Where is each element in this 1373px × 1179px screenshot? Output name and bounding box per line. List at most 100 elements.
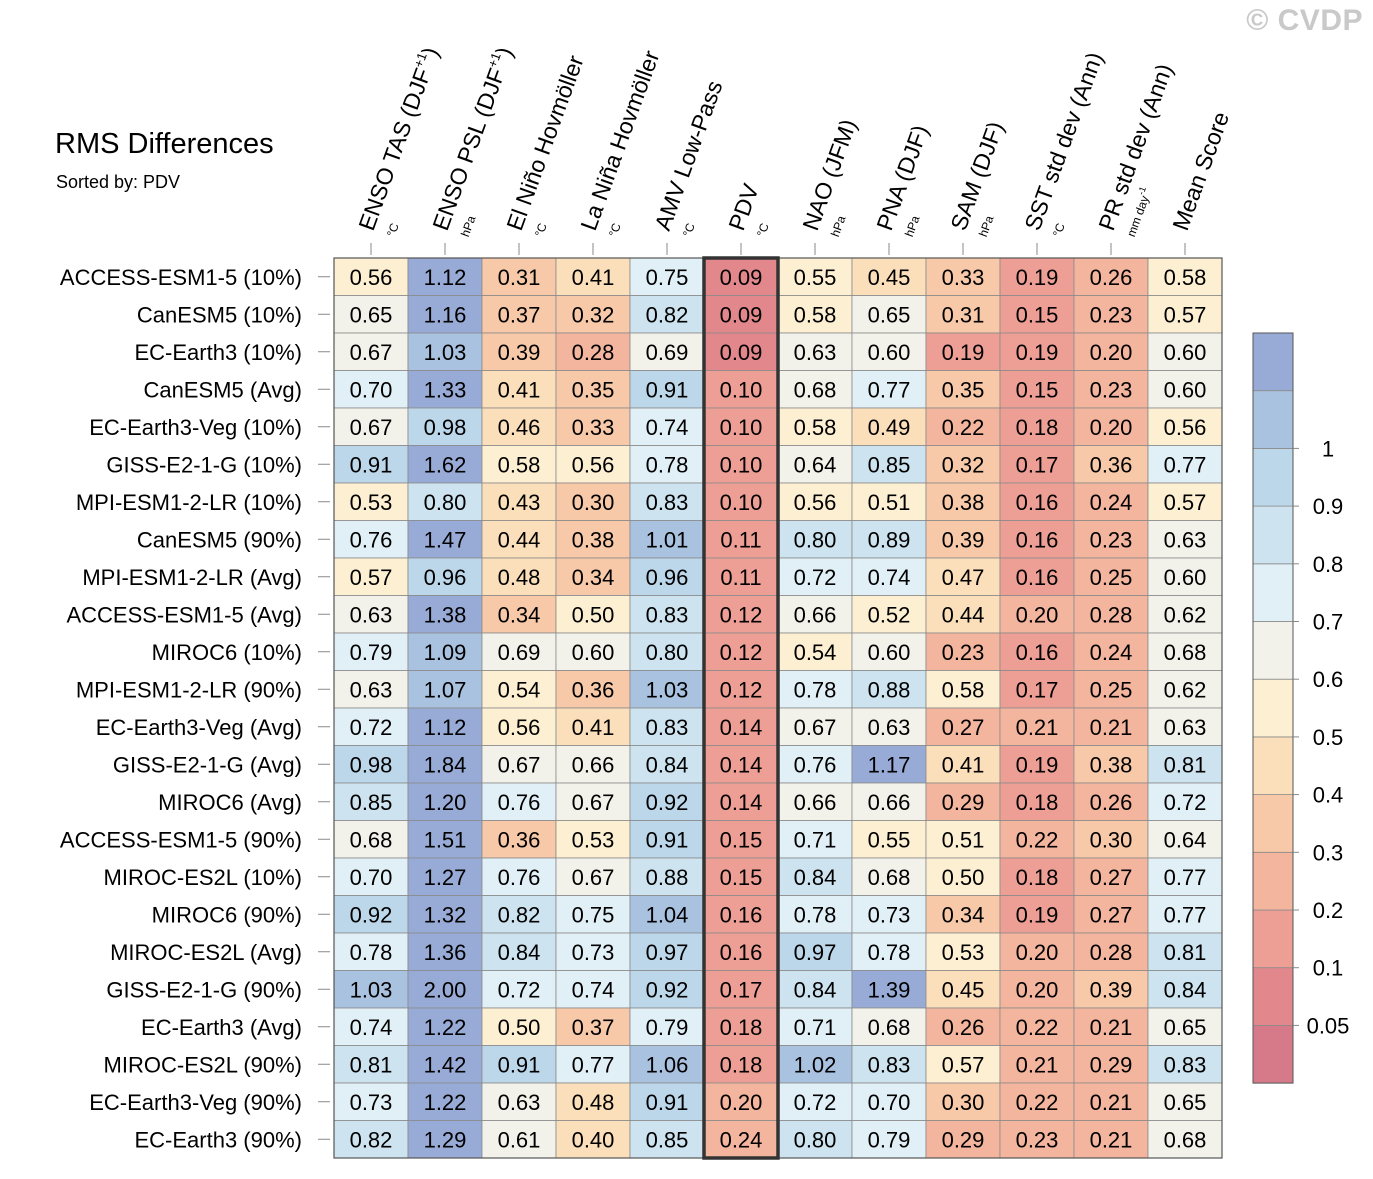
cell-value: 0.67 [350, 340, 393, 365]
cell-value: 0.58 [794, 302, 837, 327]
heatmap-cell [555, 595, 631, 634]
heatmap-cell [851, 932, 927, 971]
cell-value: 0.21 [1016, 715, 1059, 740]
cell-value: 0.91 [646, 827, 689, 852]
cell-value: 0.80 [794, 527, 837, 552]
heatmap-cell [629, 932, 705, 971]
heatmap-cell [629, 745, 705, 784]
heatmap-cell [925, 595, 1001, 634]
heatmap-cell [629, 482, 705, 521]
heatmap-cell [629, 1120, 705, 1159]
cell-value: 0.65 [350, 302, 393, 327]
cell-value: 1.07 [424, 677, 467, 702]
heatmap-cell [555, 332, 631, 371]
cell-value: 0.61 [498, 1127, 541, 1152]
cell-value: 0.35 [572, 377, 615, 402]
cell-value: 0.88 [646, 865, 689, 890]
heatmap-cell [1073, 445, 1149, 484]
cell-value: 0.78 [794, 902, 837, 927]
cell-value: 0.66 [794, 790, 837, 815]
cell-value: 2.00 [424, 977, 467, 1002]
heatmap-cell [407, 670, 483, 709]
heatmap-cell [1147, 857, 1223, 896]
cell-value: 0.98 [424, 415, 467, 440]
heatmap-cell [629, 970, 705, 1009]
heatmap-cell [555, 557, 631, 596]
heatmap-cell [629, 445, 705, 484]
heatmap-cell [777, 520, 853, 559]
cell-value: 0.84 [646, 752, 689, 777]
heatmap-cell [407, 895, 483, 934]
cell-value: 0.98 [350, 752, 393, 777]
cell-value: 0.23 [1090, 377, 1133, 402]
heatmap-cell [999, 970, 1075, 1009]
heatmap-cell [1073, 707, 1149, 746]
cell-value: 0.77 [1164, 865, 1207, 890]
colorbar-border [1252, 332, 1294, 1084]
cell-value: 0.17 [1016, 452, 1059, 477]
cell-value: 0.85 [350, 790, 393, 815]
cell-value: 1.51 [424, 827, 467, 852]
colorbar-bin [1252, 678, 1294, 738]
heatmap-cell [629, 557, 705, 596]
cell-value: 0.18 [720, 1052, 763, 1077]
cell-value: 0.78 [646, 452, 689, 477]
heatmap-cell [999, 820, 1075, 859]
heatmap-cell [1073, 295, 1149, 334]
cell-value: 0.44 [498, 527, 541, 552]
heatmap-cell [407, 932, 483, 971]
row-label: MPI-ESM1-2-LR (Avg) [82, 565, 302, 590]
heatmap-cell [555, 1007, 631, 1046]
heatmap-cell [555, 1120, 631, 1159]
heatmap-cell [481, 820, 557, 859]
heatmap-cell [703, 745, 779, 784]
column-header: NAO (JFM)hPa [797, 116, 861, 239]
cell-value: 0.28 [572, 340, 615, 365]
cell-value: 0.30 [572, 490, 615, 515]
heatmap-cell [999, 482, 1075, 521]
cell-value: 0.26 [942, 1015, 985, 1040]
heatmap-cell [629, 595, 705, 634]
heatmap-cell [925, 970, 1001, 1009]
cell-value: 0.55 [868, 827, 911, 852]
cell-value: 0.81 [1164, 752, 1207, 777]
cell-value: 0.75 [572, 902, 615, 927]
cell-value: 0.91 [646, 1090, 689, 1115]
cell-value: 0.19 [942, 340, 985, 365]
heatmap-cell [851, 782, 927, 821]
heatmap-cell [407, 257, 483, 296]
heatmap-cell [481, 932, 557, 971]
cell-value: 0.63 [1164, 715, 1207, 740]
row-label: EC-Earth3-Veg (Avg) [96, 715, 302, 740]
cell-value: 0.60 [868, 640, 911, 665]
chart-title: RMS Differences [55, 128, 274, 160]
cell-value: 0.56 [794, 490, 837, 515]
cell-value: 0.67 [572, 865, 615, 890]
cell-value: 0.12 [720, 602, 763, 627]
cell-value: 0.50 [572, 602, 615, 627]
cell-value: 0.60 [1164, 377, 1207, 402]
heatmap-cell [777, 857, 853, 896]
cell-value: 0.40 [572, 1127, 615, 1152]
cell-value: 0.68 [1164, 1127, 1207, 1152]
column-label: ENSO TAS (DJF+1) [352, 43, 443, 233]
heatmap-cell [481, 782, 557, 821]
cell-value: 0.51 [868, 490, 911, 515]
cell-value: 0.64 [1164, 827, 1207, 852]
column-unit: °C [1050, 221, 1068, 239]
cell-value: 0.60 [1164, 565, 1207, 590]
cell-value: 0.72 [794, 1090, 837, 1115]
heatmap-cell [999, 407, 1075, 446]
heatmap-cell [629, 370, 705, 409]
cell-value: 0.19 [1016, 265, 1059, 290]
row-label: EC-Earth3 (10%) [134, 340, 302, 365]
heatmap-cell [851, 1007, 927, 1046]
cell-value: 0.12 [720, 640, 763, 665]
cell-value: 0.63 [350, 602, 393, 627]
cell-value: 0.58 [1164, 265, 1207, 290]
column-label: NAO (JFM) [797, 116, 861, 234]
cell-value: 0.16 [1016, 565, 1059, 590]
cell-value: 0.10 [720, 415, 763, 440]
cell-value: 0.84 [498, 940, 541, 965]
